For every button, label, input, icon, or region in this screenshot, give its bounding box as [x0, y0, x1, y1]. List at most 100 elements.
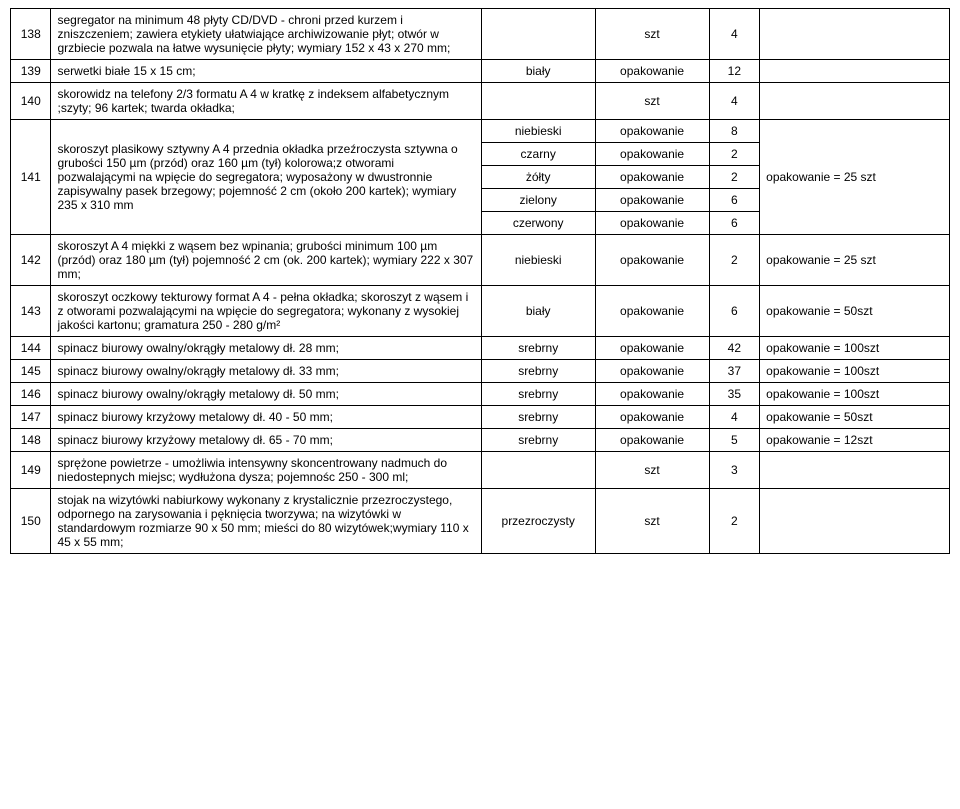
row-col6: opakowanie = 25 szt	[760, 120, 950, 235]
row-col3: przezroczysty	[481, 489, 595, 554]
row-col3: zielony	[481, 189, 595, 212]
row-number: 149	[11, 452, 51, 489]
row-col4: szt	[595, 83, 709, 120]
row-desc: segregator na minimum 48 płyty CD/DVD - …	[51, 9, 481, 60]
row-desc: stojak na wizytówki nabiurkowy wykonany …	[51, 489, 481, 554]
row-col6: opakowanie = 50szt	[760, 286, 950, 337]
table-row: 148spinacz biurowy krzyżowy metalowy dł.…	[11, 429, 950, 452]
row-col3: srebrny	[481, 360, 595, 383]
row-col5: 2	[709, 489, 760, 554]
row-number: 142	[11, 235, 51, 286]
row-col5: 4	[709, 406, 760, 429]
row-col5: 4	[709, 9, 760, 60]
row-desc: serwetki białe 15 x 15 cm;	[51, 60, 481, 83]
row-number: 146	[11, 383, 51, 406]
row-col4: opakowanie	[595, 189, 709, 212]
table-row: 146spinacz biurowy owalny/okrągły metalo…	[11, 383, 950, 406]
row-desc: spinacz biurowy krzyżowy metalowy dł. 65…	[51, 429, 481, 452]
row-desc: skoroszyt A 4 miękki z wąsem bez wpinani…	[51, 235, 481, 286]
row-desc: skorowidz na telefony 2/3 formatu A 4 w …	[51, 83, 481, 120]
row-col5: 12	[709, 60, 760, 83]
row-number: 140	[11, 83, 51, 120]
row-col6	[760, 489, 950, 554]
row-col3: żółty	[481, 166, 595, 189]
row-col4: opakowanie	[595, 383, 709, 406]
row-col5: 2	[709, 143, 760, 166]
row-col3: srebrny	[481, 429, 595, 452]
row-col4: opakowanie	[595, 166, 709, 189]
row-col3: biały	[481, 60, 595, 83]
row-desc: spinacz biurowy owalny/okrągły metalowy …	[51, 360, 481, 383]
row-desc: sprężone powietrze - umożliwia intensywn…	[51, 452, 481, 489]
row-col6	[760, 83, 950, 120]
row-col3: niebieski	[481, 120, 595, 143]
row-col3: niebieski	[481, 235, 595, 286]
row-col5: 3	[709, 452, 760, 489]
row-col4: opakowanie	[595, 212, 709, 235]
row-col3: czerwony	[481, 212, 595, 235]
row-col5: 8	[709, 120, 760, 143]
row-col3	[481, 9, 595, 60]
row-number: 138	[11, 9, 51, 60]
row-number: 147	[11, 406, 51, 429]
table-row: 145spinacz biurowy owalny/okrągły metalo…	[11, 360, 950, 383]
row-col5: 5	[709, 429, 760, 452]
row-col3	[481, 83, 595, 120]
table-row: 144spinacz biurowy owalny/okrągły metalo…	[11, 337, 950, 360]
row-desc: skoroszyt plasikowy sztywny A 4 przednia…	[51, 120, 481, 235]
row-number: 139	[11, 60, 51, 83]
row-col5: 4	[709, 83, 760, 120]
row-number: 145	[11, 360, 51, 383]
row-desc: spinacz biurowy krzyżowy metalowy dł. 40…	[51, 406, 481, 429]
row-col3: srebrny	[481, 383, 595, 406]
row-col5: 6	[709, 286, 760, 337]
row-col4: szt	[595, 452, 709, 489]
row-col5: 2	[709, 166, 760, 189]
row-col6: opakowanie = 50szt	[760, 406, 950, 429]
spec-table: 138segregator na minimum 48 płyty CD/DVD…	[10, 8, 950, 554]
row-col4: opakowanie	[595, 143, 709, 166]
table-row: 140skorowidz na telefony 2/3 formatu A 4…	[11, 83, 950, 120]
row-desc: skoroszyt oczkowy tekturowy format A 4 -…	[51, 286, 481, 337]
row-col4: opakowanie	[595, 235, 709, 286]
table-row: 142skoroszyt A 4 miękki z wąsem bez wpin…	[11, 235, 950, 286]
row-col3: biały	[481, 286, 595, 337]
row-col6: opakowanie = 25 szt	[760, 235, 950, 286]
row-number: 144	[11, 337, 51, 360]
row-col4: opakowanie	[595, 286, 709, 337]
row-col3: srebrny	[481, 337, 595, 360]
row-col5: 2	[709, 235, 760, 286]
row-number: 150	[11, 489, 51, 554]
table-row: 138segregator na minimum 48 płyty CD/DVD…	[11, 9, 950, 60]
row-col4: szt	[595, 489, 709, 554]
row-col6: opakowanie = 100szt	[760, 360, 950, 383]
row-col6	[760, 452, 950, 489]
row-col6: opakowanie = 100szt	[760, 383, 950, 406]
row-col6: opakowanie = 12szt	[760, 429, 950, 452]
row-desc: spinacz biurowy owalny/okrągły metalowy …	[51, 337, 481, 360]
table-row: 150stojak na wizytówki nabiurkowy wykona…	[11, 489, 950, 554]
table-row: 147spinacz biurowy krzyżowy metalowy dł.…	[11, 406, 950, 429]
row-col6: opakowanie = 100szt	[760, 337, 950, 360]
row-col4: opakowanie	[595, 337, 709, 360]
row-col3	[481, 452, 595, 489]
row-col4: opakowanie	[595, 60, 709, 83]
row-col4: opakowanie	[595, 429, 709, 452]
table-row: 143skoroszyt oczkowy tekturowy format A …	[11, 286, 950, 337]
row-col4: opakowanie	[595, 120, 709, 143]
row-col5: 6	[709, 189, 760, 212]
row-col4: szt	[595, 9, 709, 60]
row-col5: 37	[709, 360, 760, 383]
table-row: 149sprężone powietrze - umożliwia intens…	[11, 452, 950, 489]
row-col5: 42	[709, 337, 760, 360]
row-col6	[760, 60, 950, 83]
row-col5: 6	[709, 212, 760, 235]
table-row: 139serwetki białe 15 x 15 cm;białyopakow…	[11, 60, 950, 83]
row-col3: srebrny	[481, 406, 595, 429]
row-col3: czarny	[481, 143, 595, 166]
row-number: 141	[11, 120, 51, 235]
table-row: 141skoroszyt plasikowy sztywny A 4 przed…	[11, 120, 950, 143]
row-col5: 35	[709, 383, 760, 406]
row-col6	[760, 9, 950, 60]
row-col4: opakowanie	[595, 360, 709, 383]
